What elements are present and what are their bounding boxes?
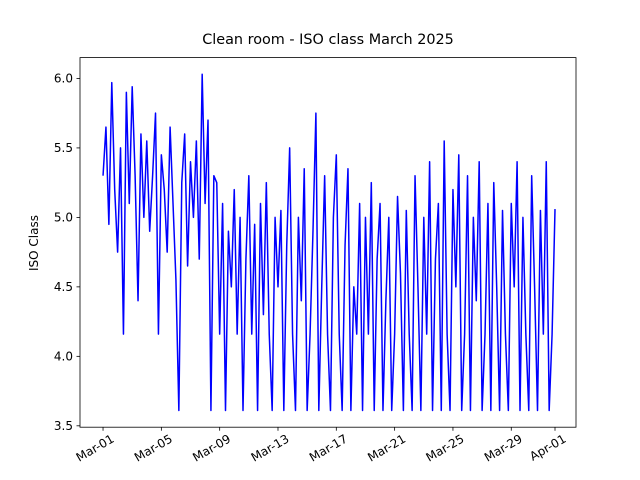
y-tick-label: 5.5	[54, 141, 73, 155]
y-tick-label: 6.0	[54, 71, 73, 85]
y-tick-label: 5.0	[54, 210, 73, 224]
y-tick-label: 4.5	[54, 280, 73, 294]
plot-frame	[79, 57, 577, 428]
y-axis-label: ISO Class	[27, 215, 41, 271]
chart-title: Clean room - ISO class March 2025	[202, 32, 454, 48]
y-tick-label: 3.5	[54, 419, 73, 433]
data-line	[102, 73, 556, 412]
y-tick-label: 4.0	[54, 349, 73, 363]
